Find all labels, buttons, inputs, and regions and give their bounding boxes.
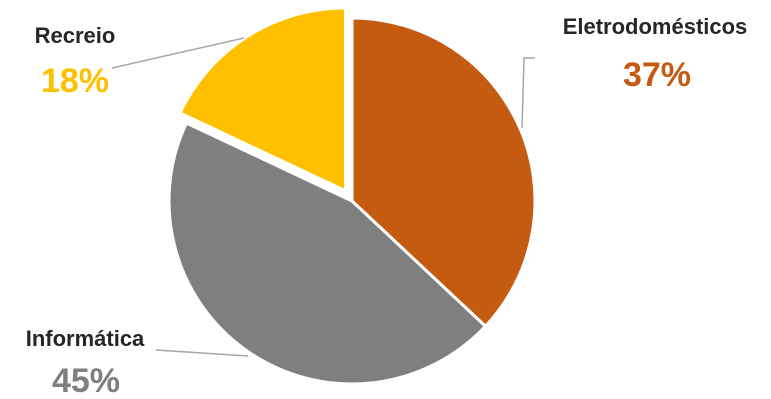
category-label-informatica: Informática	[26, 326, 145, 351]
percent-label-eletrodomesticos: 37%	[623, 56, 691, 94]
pie-slices	[167, 6, 537, 386]
leader-line-eletrodomesticos	[521, 57, 535, 129]
pie-slice-informatica	[167, 121, 487, 386]
category-label-recreio: Recreio	[35, 23, 116, 48]
category-label-eletrodomesticos: Eletrodomésticos	[563, 14, 748, 39]
pie-slice-eletrodomesticos	[350, 16, 537, 328]
percent-label-recreio: 18%	[41, 62, 109, 100]
leader-line-informatica	[155, 349, 249, 357]
leader-line-recreio	[111, 37, 245, 69]
pie-slice-recreio	[178, 6, 348, 193]
percent-label-informatica: 45%	[52, 362, 120, 399]
leader-lines	[111, 37, 535, 357]
